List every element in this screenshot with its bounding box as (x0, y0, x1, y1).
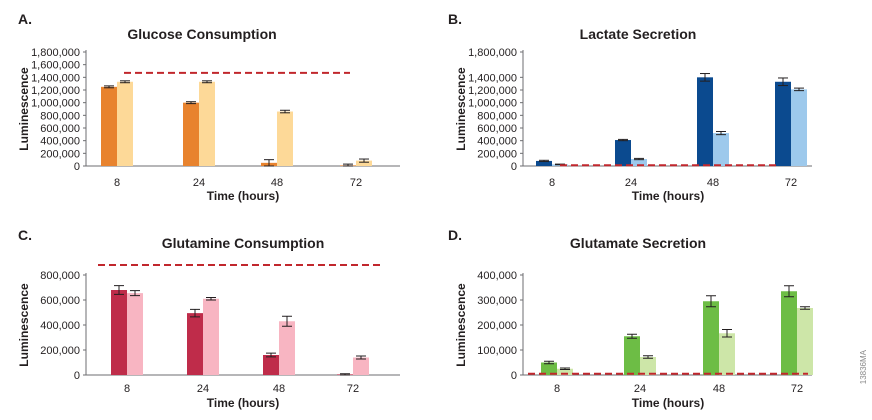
bar-dark-8 (111, 290, 127, 375)
x-tick-label: 72 (350, 177, 362, 189)
panel-letter: A. (18, 11, 32, 27)
bar-dark-48 (263, 355, 279, 375)
x-tick-label: 24 (625, 177, 637, 189)
bar-light-48 (279, 321, 295, 375)
y-tick-label: 1,000,000 (468, 98, 517, 110)
x-tick-label: 8 (554, 383, 560, 395)
y-tick-label: 400,000 (40, 136, 80, 148)
y-tick-label: 1,200,000 (468, 85, 517, 97)
bar-light-24 (631, 159, 647, 166)
bar-light-24 (199, 81, 215, 166)
bar-light-8 (557, 368, 573, 375)
y-tick-label: 1,200,000 (31, 85, 80, 97)
y-tick-label: 100,000 (477, 345, 517, 357)
y-tick-label: 800,000 (40, 110, 80, 122)
y-tick-label: 200,000 (477, 320, 517, 332)
y-tick-label: 400,000 (40, 320, 80, 332)
x-axis-title: Time (hours) (207, 396, 279, 410)
x-tick-label: 48 (707, 177, 719, 189)
y-tick-label: 300,000 (477, 295, 517, 307)
y-tick-label: 0 (74, 370, 80, 382)
y-tick-label: 0 (74, 161, 80, 173)
bar-light-48 (277, 111, 293, 166)
bar-light-72 (791, 89, 807, 166)
y-tick-label: 400,000 (477, 136, 517, 148)
y-tick-label: 0 (511, 370, 517, 382)
bar-light-72 (356, 160, 372, 166)
bar-dark-8 (101, 86, 117, 166)
chart-title: Lactate Secretion (580, 26, 697, 42)
y-tick-label: 1,400,000 (31, 72, 80, 84)
y-tick-label: 600,000 (477, 123, 517, 135)
y-axis-title: Luminescence (454, 67, 468, 151)
chart-title: Glutamate Secretion (570, 235, 706, 251)
y-tick-label: 1,400,000 (468, 72, 517, 84)
bar-light-8 (117, 81, 133, 166)
y-tick-label: 200,000 (477, 148, 517, 160)
y-tick-label: 800,000 (477, 110, 517, 122)
bar-dark-24 (183, 102, 199, 166)
bar-dark-72 (775, 81, 791, 166)
x-tick-label: 72 (785, 177, 797, 189)
figure-id: 13836MA (859, 349, 868, 384)
bar-dark-72 (781, 291, 797, 375)
chart-panel-4: D. Glutamate Secretion 0 100,000 200,000 300,… (448, 227, 813, 410)
y-tick-label: 200,000 (40, 345, 80, 357)
x-axis-title: Time (hours) (632, 396, 704, 410)
bar-light-24 (203, 298, 219, 375)
x-axis-title: Time (hours) (632, 189, 704, 203)
x-tick-label: 48 (713, 383, 725, 395)
bar-light-24 (640, 357, 656, 375)
bar-light-72 (353, 357, 369, 375)
y-tick-label: 0 (511, 161, 517, 173)
x-axis-title: Time (hours) (207, 189, 279, 203)
x-tick-label: 72 (791, 383, 803, 395)
bar-dark-24 (624, 336, 640, 375)
y-tick-label: 1,600,000 (31, 60, 80, 72)
y-tick-label: 400,000 (477, 270, 517, 282)
x-tick-label: 8 (114, 177, 120, 189)
bar-dark-24 (615, 140, 631, 166)
chart-title: Glucose Consumption (127, 26, 276, 42)
y-tick-label: 200,000 (40, 148, 80, 160)
chart-panel-3: C. Glutamine Consumption 0 200,000 400,000 60… (17, 227, 400, 410)
x-tick-label: 8 (124, 383, 130, 395)
bar-light-72 (797, 308, 813, 375)
panel-letter: C. (18, 227, 32, 243)
x-tick-label: 24 (193, 177, 205, 189)
y-tick-label: 1,800,000 (31, 47, 80, 59)
y-tick-label: 1,800,000 (468, 47, 517, 59)
bar-dark-8 (541, 362, 557, 375)
y-tick-label: 1,000,000 (31, 98, 80, 110)
bar-dark-24 (187, 313, 203, 375)
bar-dark-48 (703, 301, 719, 375)
chart-panel-1: A. Glucose Consumption 0200,000400,000600,… (17, 11, 400, 203)
y-tick-label: 600,000 (40, 295, 80, 307)
x-tick-label: 48 (271, 177, 283, 189)
x-tick-label: 24 (634, 383, 646, 395)
x-tick-label: 72 (347, 383, 359, 395)
y-tick-label: 800,000 (40, 270, 80, 282)
chart-panel-2: B. Lactate Secretion 0200,000400,000600,00… (448, 11, 812, 203)
x-tick-label: 24 (197, 383, 209, 395)
bar-dark-8 (536, 160, 552, 166)
y-axis-title: Luminescence (17, 67, 31, 151)
y-axis-title: Luminescence (454, 283, 468, 367)
bar-dark-48 (697, 77, 713, 166)
bar-light-48 (719, 333, 735, 375)
x-tick-label: 8 (549, 177, 555, 189)
bar-light-48 (713, 133, 729, 166)
y-tick-label: 600,000 (40, 123, 80, 135)
chart-title: Glutamine Consumption (162, 235, 325, 251)
panel-letter: D. (448, 227, 462, 243)
x-tick-label: 48 (273, 383, 285, 395)
y-axis-title: Luminescence (17, 283, 31, 367)
bar-light-8 (127, 293, 143, 375)
panel-letter: B. (448, 11, 462, 27)
